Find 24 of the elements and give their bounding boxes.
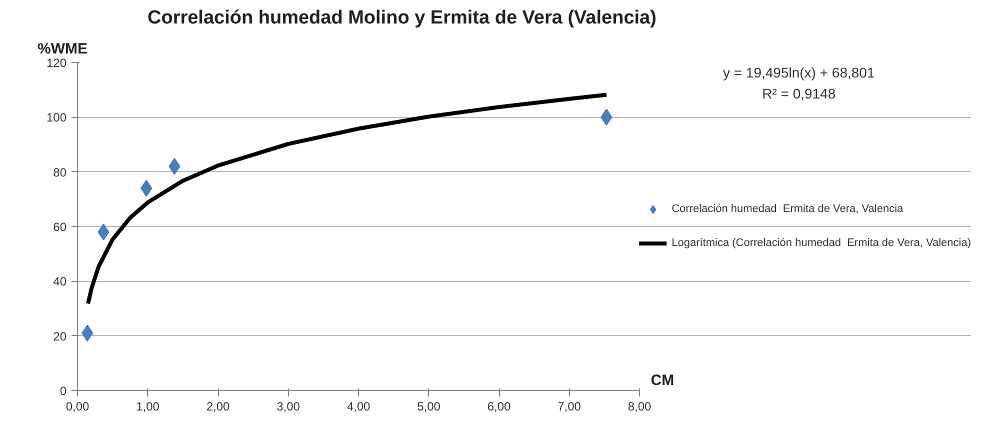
y-tick-label: 60: [53, 220, 67, 234]
y-tick-label: 120: [46, 56, 67, 70]
y-tick-label: 80: [53, 165, 67, 180]
x-tick-label: 5,00: [417, 400, 441, 414]
x-tick-label: 8,00: [628, 400, 652, 414]
text: y = 19,495ln(x) + 68,801: [722, 64, 875, 80]
x-tick-label: 0,00: [66, 400, 90, 414]
y-tick-label: 40: [53, 274, 67, 289]
chart-title: Correlación humedad Molino y Ermita de Vera (Valencia): [148, 8, 656, 28]
x-tick-label: 3,00: [276, 400, 300, 414]
x-tick-label: 6,00: [487, 400, 512, 414]
line-series: [86, 92, 608, 306]
x-tick-label: 1,00: [136, 400, 160, 414]
x-tick-label: 4,00: [346, 400, 371, 414]
legend-label: Correlación humedad Ermita de Vera, Valencia: [672, 203, 904, 215]
x-tick-label: 7,00: [558, 400, 582, 414]
text: R² = 0,9148: [762, 86, 836, 102]
y-tick-label: 20: [53, 329, 67, 344]
legend-label: Logarítmica (Correlación humedad Ermita de Vera, Valencia): [672, 237, 971, 249]
x-axis-title: CM: [650, 372, 674, 390]
x-tick-label: 2,00: [206, 400, 230, 414]
y-tick-label: 0: [60, 384, 67, 398]
y-axis-title: %WME: [38, 40, 88, 58]
y-tick-label: 100: [46, 110, 67, 125]
